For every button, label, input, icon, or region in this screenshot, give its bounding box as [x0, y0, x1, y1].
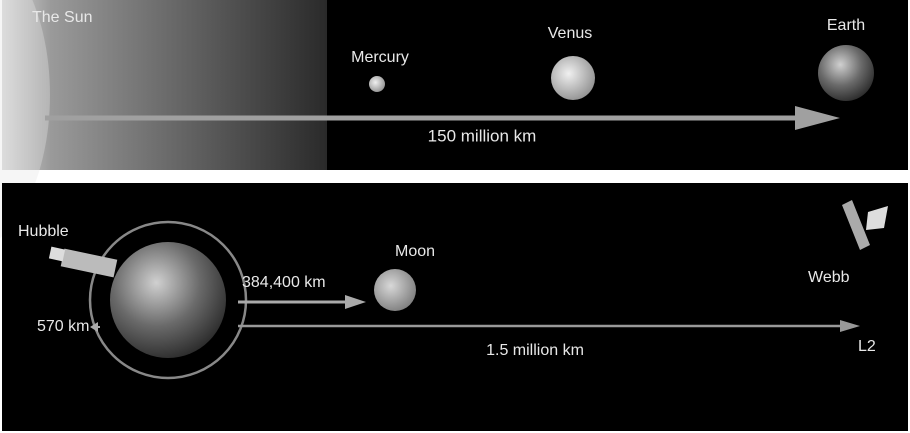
moon-label: Moon — [395, 243, 435, 260]
earth-label: Earth — [827, 17, 865, 34]
sun-label: The Sun — [32, 9, 92, 26]
webb-distance-label: 1.5 million km — [486, 342, 584, 359]
webb-icon — [842, 200, 888, 250]
arrowhead — [345, 295, 366, 309]
arrowhead — [90, 322, 98, 332]
sun-glow — [2, 0, 327, 170]
arrowhead — [795, 106, 840, 130]
distance-label: 150 million km — [428, 126, 537, 145]
earth-small — [818, 45, 874, 101]
venus — [551, 56, 595, 100]
hubble-distance-label: 570 km — [37, 318, 89, 335]
arrowhead — [840, 320, 860, 332]
hubble-orbit — [88, 220, 248, 380]
moon-distance-label: 384,400 km — [242, 274, 326, 291]
mercury-label: Mercury — [351, 49, 409, 66]
sun — [0, 0, 50, 239]
hubble-icon — [48, 246, 118, 278]
mercury — [369, 76, 385, 92]
moon — [374, 269, 416, 311]
venus-label: Venus — [548, 25, 592, 42]
hubble-label: Hubble — [18, 223, 69, 240]
earth-large — [110, 242, 226, 358]
l2-label: L2 — [858, 338, 876, 355]
webb-label: Webb — [808, 269, 850, 286]
